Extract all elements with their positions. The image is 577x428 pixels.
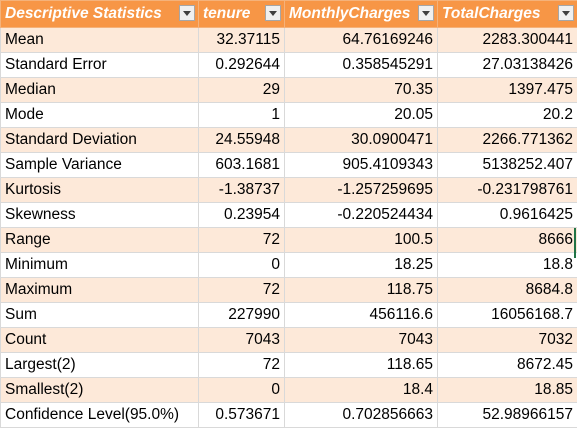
table-row: Range 72 100.5 8666 [0,227,577,253]
row-label-cell[interactable]: Standard Deviation [0,127,199,153]
header-label: tenure [203,5,251,22]
monthly-charges-cell[interactable]: 30.0900471 [284,127,438,153]
row-label-cell[interactable]: Skewness [0,202,199,228]
tenure-cell[interactable]: 603.1681 [198,152,285,178]
table-row: Confidence Level(95.0%) 0.573671 0.70285… [0,402,577,428]
total-charges-cell[interactable]: 52.98966157 [437,402,577,428]
cell-selection-edge [574,228,576,258]
monthly-charges-cell[interactable]: 64.76169246 [284,27,438,53]
tenure-cell[interactable]: 24.55948 [198,127,285,153]
tenure-cell[interactable]: 29 [198,77,285,103]
total-charges-cell[interactable]: 0.9616425 [437,202,577,228]
monthly-charges-cell[interactable]: 20.05 [284,102,438,128]
tenure-cell[interactable]: -1.38737 [198,177,285,203]
header-label: Descriptive Statistics [5,5,162,22]
table-row: Mean 32.37115 64.76169246 2283.300441 [0,27,577,53]
monthly-charges-cell[interactable]: 118.65 [284,352,438,378]
monthly-charges-cell[interactable]: 118.75 [284,277,438,303]
header-monthly-charges[interactable]: MonthlyCharges [284,0,438,28]
monthly-charges-cell[interactable]: 100.5 [284,227,438,253]
monthly-charges-cell[interactable]: 18.25 [284,252,438,278]
table-row: Median 29 70.35 1397.475 [0,77,577,103]
header-label: TotalCharges [442,5,541,22]
tenure-cell[interactable]: 227990 [198,302,285,328]
total-charges-cell[interactable]: 16056168.7 [437,302,577,328]
filter-dropdown-icon[interactable] [558,5,574,21]
monthly-charges-cell[interactable]: 18.4 [284,377,438,403]
monthly-charges-cell[interactable]: 70.35 [284,77,438,103]
tenure-cell[interactable]: 0.23954 [198,202,285,228]
row-label-cell[interactable]: Sum [0,302,199,328]
tenure-cell[interactable]: 0 [198,252,285,278]
filter-dropdown-icon[interactable] [179,5,195,21]
table-row: Smallest(2) 0 18.4 18.85 [0,377,577,403]
monthly-charges-cell[interactable]: 0.358545291 [284,52,438,78]
row-label-cell[interactable]: Standard Error [0,52,199,78]
tenure-cell[interactable]: 0.573671 [198,402,285,428]
table-row: Skewness 0.23954 -0.220524434 0.9616425 [0,202,577,228]
total-charges-cell[interactable]: 27.03138426 [437,52,577,78]
table-row: Kurtosis -1.38737 -1.257259695 -0.231798… [0,177,577,203]
total-charges-cell[interactable]: 2266.771362 [437,127,577,153]
header-total-charges[interactable]: TotalCharges [437,0,577,28]
tenure-cell[interactable]: 0 [198,377,285,403]
tenure-cell[interactable]: 0.292644 [198,52,285,78]
monthly-charges-cell[interactable]: 7043 [284,327,438,353]
total-charges-cell[interactable]: 1397.475 [437,77,577,103]
tenure-cell[interactable]: 72 [198,277,285,303]
tenure-cell[interactable]: 72 [198,352,285,378]
total-charges-cell[interactable]: 8666 [437,227,577,253]
table-row: Standard Error 0.292644 0.358545291 27.0… [0,52,577,78]
header-label: MonthlyCharges [289,5,411,22]
table-row: Standard Deviation 24.55948 30.0900471 2… [0,127,577,153]
header-tenure[interactable]: tenure [198,0,285,28]
row-label-cell[interactable]: Range [0,227,199,253]
table-row: Count 7043 7043 7032 [0,327,577,353]
table-row: Minimum 0 18.25 18.8 [0,252,577,278]
row-label-cell[interactable]: Mean [0,27,199,53]
row-label-cell[interactable]: Minimum [0,252,199,278]
row-label-cell[interactable]: Count [0,327,199,353]
total-charges-cell[interactable]: 8672.45 [437,352,577,378]
row-label-cell[interactable]: Kurtosis [0,177,199,203]
row-label-cell[interactable]: Sample Variance [0,152,199,178]
tenure-cell[interactable]: 1 [198,102,285,128]
total-charges-cell[interactable]: 18.8 [437,252,577,278]
tenure-cell[interactable]: 7043 [198,327,285,353]
total-charges-cell[interactable]: 5138252.407 [437,152,577,178]
total-charges-cell[interactable]: 2283.300441 [437,27,577,53]
table-row: Largest(2) 72 118.65 8672.45 [0,352,577,378]
row-label-cell[interactable]: Smallest(2) [0,377,199,403]
row-label-cell[interactable]: Median [0,77,199,103]
total-charges-cell[interactable]: -0.231798761 [437,177,577,203]
filter-dropdown-icon[interactable] [418,5,434,21]
table-row: Sample Variance 603.1681 905.4109343 513… [0,152,577,178]
row-label-cell[interactable]: Maximum [0,277,199,303]
monthly-charges-cell[interactable]: 905.4109343 [284,152,438,178]
monthly-charges-cell[interactable]: -0.220524434 [284,202,438,228]
header-descriptive-statistics[interactable]: Descriptive Statistics [0,0,199,28]
monthly-charges-cell[interactable]: 0.702856663 [284,402,438,428]
row-label-cell[interactable]: Largest(2) [0,352,199,378]
tenure-cell[interactable]: 32.37115 [198,27,285,53]
header-row: Descriptive Statistics tenure MonthlyCha… [0,0,577,28]
table-row: Sum 227990 456116.6 16056168.7 [0,302,577,328]
total-charges-cell[interactable]: 20.2 [437,102,577,128]
row-label-cell[interactable]: Confidence Level(95.0%) [0,402,199,428]
total-charges-cell[interactable]: 8684.8 [437,277,577,303]
row-label-cell[interactable]: Mode [0,102,199,128]
monthly-charges-cell[interactable]: -1.257259695 [284,177,438,203]
table-row: Maximum 72 118.75 8684.8 [0,277,577,303]
monthly-charges-cell[interactable]: 456116.6 [284,302,438,328]
tenure-cell[interactable]: 72 [198,227,285,253]
filter-dropdown-icon[interactable] [265,5,281,21]
total-charges-cell[interactable]: 7032 [437,327,577,353]
table-row: Mode 1 20.05 20.2 [0,102,577,128]
total-charges-cell[interactable]: 18.85 [437,377,577,403]
